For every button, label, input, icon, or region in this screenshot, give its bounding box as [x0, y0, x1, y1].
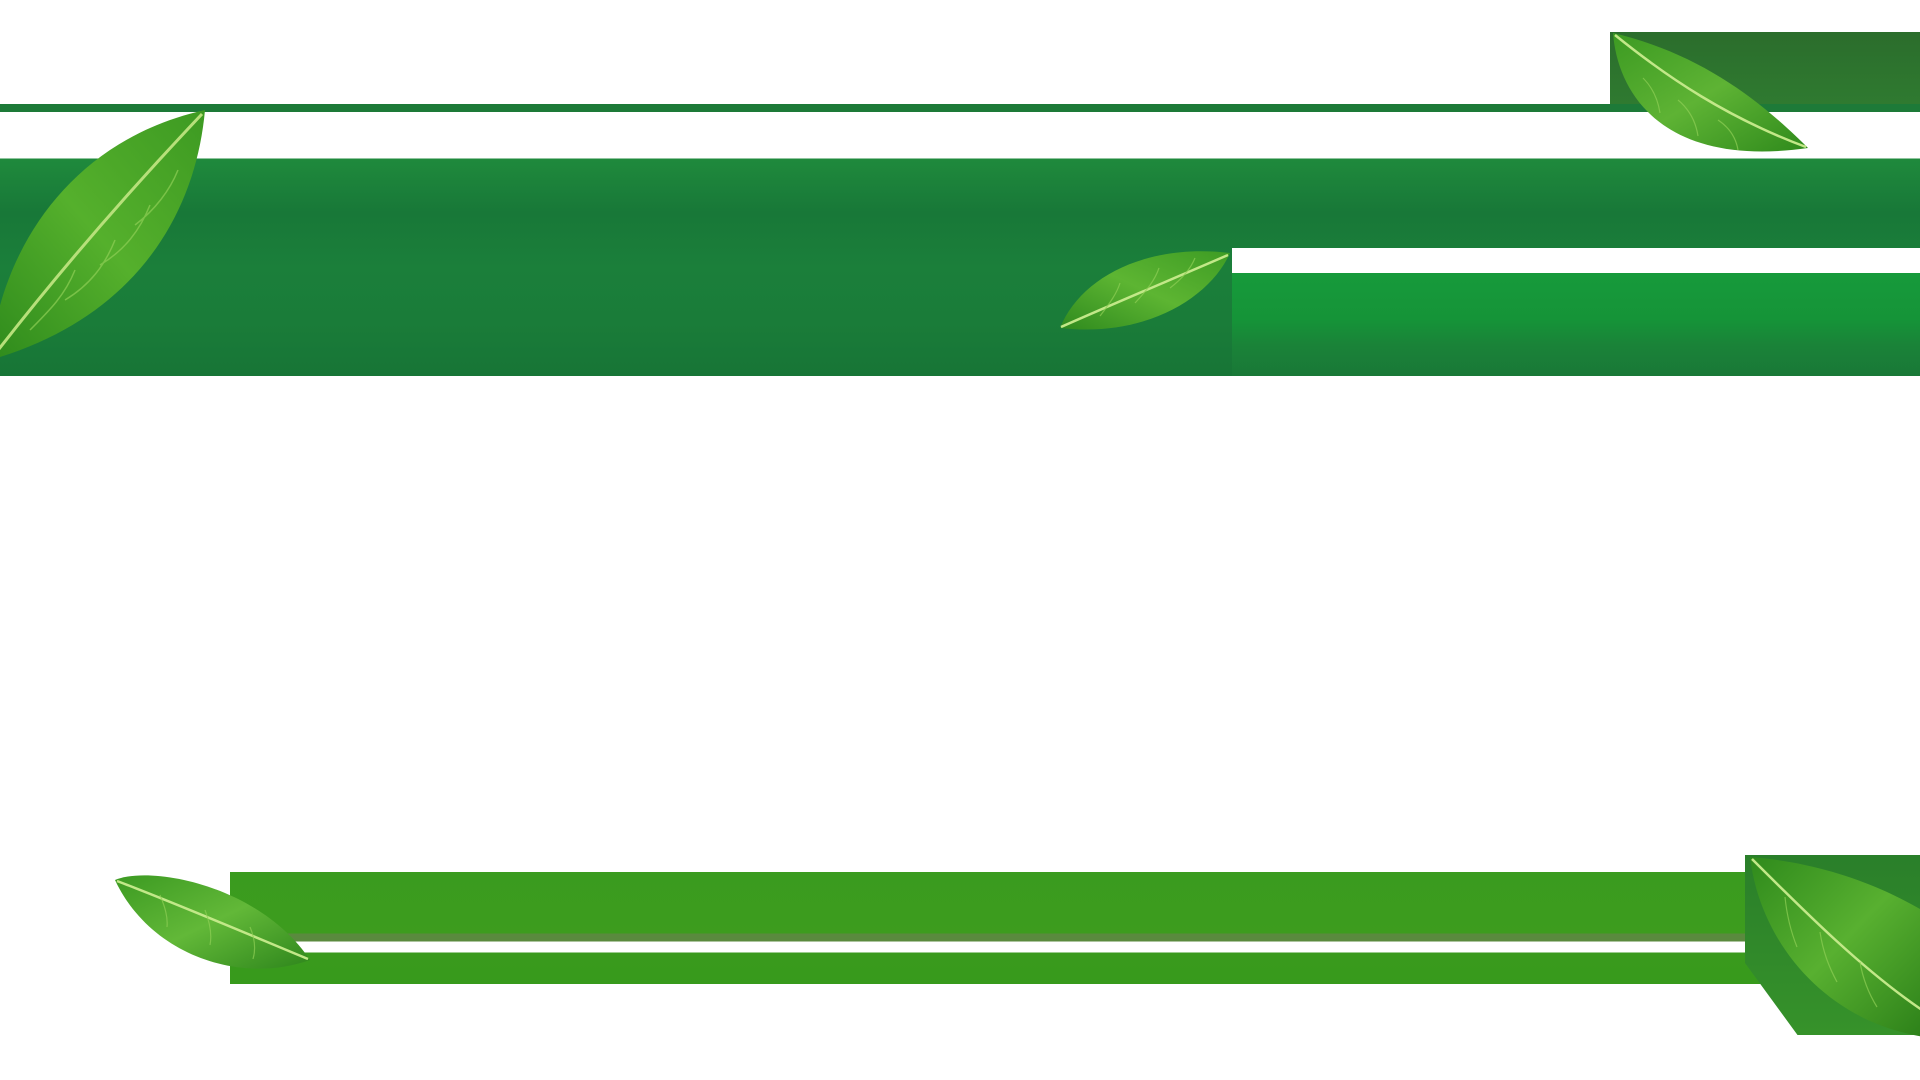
top-band-right-segment	[1232, 273, 1920, 376]
leaf-icon	[1608, 28, 1813, 178]
top-band-white-stripe	[1232, 248, 1920, 273]
leaf-icon	[1745, 852, 1920, 1042]
leaf-icon	[110, 865, 315, 980]
bottom-green-band	[230, 872, 1920, 984]
leaf-icon	[0, 100, 220, 370]
top-right-white-stripe	[1815, 134, 1920, 152]
leaf-icon	[1055, 238, 1235, 338]
